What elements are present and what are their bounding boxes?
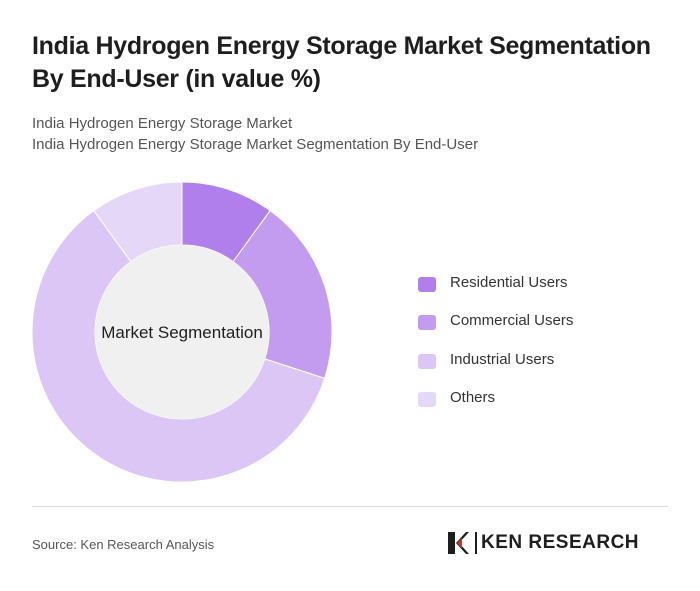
source-note: Source: Ken Research Analysis xyxy=(32,537,215,552)
legend-swatch xyxy=(418,353,436,369)
logo-separator xyxy=(475,532,477,554)
legend-swatch xyxy=(418,392,436,408)
chart-legend: Residential Users Commercial Users Industr… xyxy=(418,263,573,417)
legend-item: Others xyxy=(418,379,573,418)
logo-text: KEN RESEARCH xyxy=(481,532,640,553)
donut-slices xyxy=(31,181,333,483)
legend-label: Others xyxy=(450,389,496,407)
legend-label: Residential Users xyxy=(450,273,568,291)
ken-research-logo: KEN RESEARCH xyxy=(446,528,639,558)
legend-label: Commercial Users xyxy=(450,312,574,330)
legend-swatch xyxy=(418,276,436,292)
legend-item: Commercial Users xyxy=(418,302,573,341)
chart-title: India Hydrogen Energy Storage Market Seg… xyxy=(32,32,651,93)
legend-swatch xyxy=(418,315,436,331)
ken-research-logo-icon xyxy=(448,532,469,554)
subtitle-line-1: India Hydrogen Energy Storage Market xyxy=(32,115,293,132)
chart-subtitle: India Hydrogen Energy Storage Market Ind… xyxy=(32,113,478,155)
subtitle-line-2: India Hydrogen Energy Storage Market Seg… xyxy=(32,136,479,153)
footer-divider xyxy=(32,506,668,507)
legend-item: Industrial Users xyxy=(418,340,573,379)
donut-center-label: Market Segmentation xyxy=(101,323,263,342)
legend-label: Industrial Users xyxy=(450,350,555,368)
legend-item: Residential Users xyxy=(418,263,573,302)
donut-center xyxy=(95,245,269,419)
